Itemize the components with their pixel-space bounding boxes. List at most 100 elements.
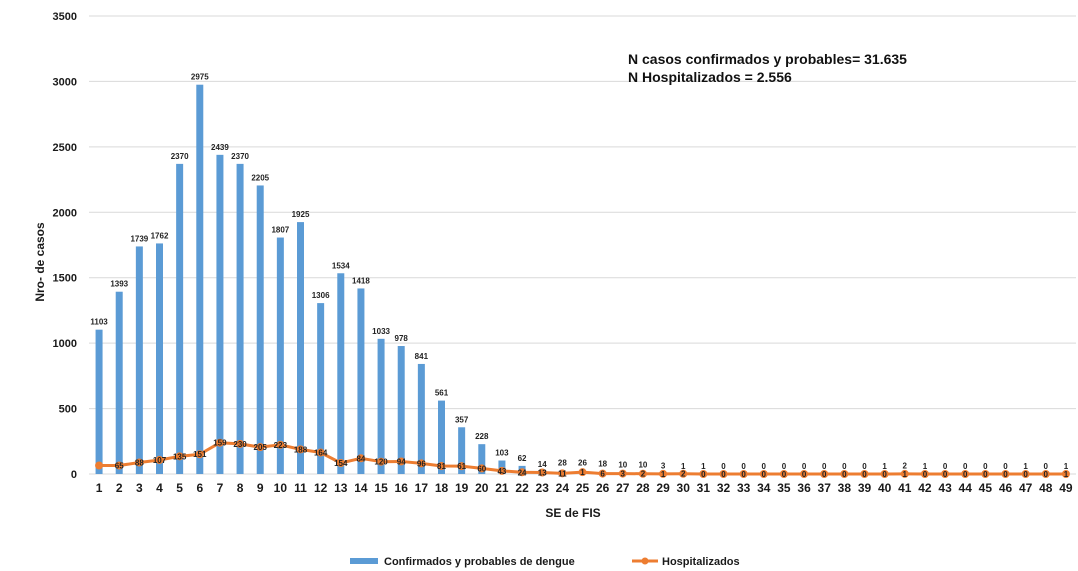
bar-value-label: 1 (882, 462, 887, 471)
line-point (115, 461, 124, 470)
line-point (1001, 470, 1010, 478)
line-point (840, 470, 849, 478)
bar-value-label: 1 (701, 462, 706, 471)
x-tick-label: 41 (898, 481, 912, 495)
line-value-label: 0 (822, 470, 827, 479)
bar-value-label: 1 (681, 462, 686, 471)
line-point (356, 454, 365, 463)
line-value-label: 88 (135, 458, 144, 467)
line-point (1021, 470, 1030, 478)
bar-value-label: 0 (741, 462, 746, 471)
x-tick-label: 39 (858, 481, 872, 495)
line-value-label: 159 (213, 439, 227, 448)
x-tick-label: 32 (717, 481, 731, 495)
x-tick-label: 26 (596, 481, 610, 495)
bar-value-label: 228 (475, 432, 489, 441)
line-point (961, 470, 970, 478)
bar-value-label: 2439 (211, 143, 229, 152)
legend: Confirmados y probables de dengue Hospit… (350, 556, 740, 568)
x-tick-label: 19 (455, 481, 469, 495)
line-value-label: 0 (1023, 470, 1028, 479)
bar-value-label: 1418 (352, 276, 370, 285)
annotation-total-cases: N casos confirmados y probables= 31.635 (628, 51, 907, 67)
line-point (558, 469, 567, 478)
x-tick-label: 36 (797, 481, 811, 495)
line-point (155, 455, 164, 464)
y-tick-label: 3500 (53, 11, 77, 23)
bar (317, 303, 325, 474)
line-value-label: 1 (661, 470, 666, 479)
line-point (477, 464, 486, 473)
line-point (417, 459, 426, 468)
line-value-label: 11 (558, 469, 567, 478)
x-axis-ticks: 1 2 3 4 5 6 7 8 9 10 11 12 13 14 15 16 17 18 19 20 21 22 23 24 2… (96, 481, 1073, 495)
line-point (518, 468, 527, 477)
bar-value-label: 0 (802, 462, 807, 471)
line-point (135, 458, 144, 467)
x-tick-label: 30 (677, 481, 691, 495)
line-point (880, 470, 889, 478)
bar (156, 243, 163, 474)
y-tick-label: 1000 (53, 338, 77, 350)
bar-value-label: 2205 (251, 173, 269, 182)
x-tick-label: 8 (237, 481, 244, 495)
x-tick-label: 29 (656, 481, 670, 495)
x-tick-label: 31 (697, 481, 711, 495)
bar (256, 185, 264, 474)
bar-value-label: 0 (822, 462, 827, 471)
x-tick-label: 23 (536, 481, 550, 495)
line-point (719, 470, 728, 478)
line-point (397, 457, 406, 466)
line-point (900, 469, 909, 478)
line-point (296, 445, 305, 454)
bar-value-label: 0 (782, 462, 787, 471)
line-value-label: 0 (741, 470, 746, 479)
line-point (638, 469, 647, 478)
line-value-label: 151 (193, 450, 207, 459)
bar-value-label: 2370 (171, 152, 189, 161)
line-point (860, 470, 869, 478)
bar (95, 329, 103, 474)
bar-value-label: 0 (862, 462, 867, 471)
line-point (195, 450, 204, 459)
bar-value-label: 2370 (231, 152, 249, 161)
bar (458, 427, 466, 474)
x-tick-label: 45 (979, 481, 993, 495)
line-value-label: 0 (762, 470, 767, 479)
bar (357, 288, 365, 474)
line-value-label: 120 (374, 458, 388, 467)
bar-value-label: 0 (1003, 462, 1008, 471)
bar-value-label: 978 (395, 334, 409, 343)
line-value-label: 135 (173, 452, 187, 461)
bar-value-label: 0 (1044, 462, 1049, 471)
x-tick-label: 15 (374, 481, 388, 495)
bar (297, 222, 304, 474)
line-value-label: 60 (477, 464, 486, 473)
line-point (276, 440, 285, 449)
y-tick-label: 3000 (53, 76, 77, 88)
line-point (437, 462, 446, 471)
bar-value-label: 0 (943, 462, 948, 471)
line-value-label: 0 (943, 470, 948, 479)
line-point (215, 438, 224, 447)
line-point (759, 470, 768, 478)
y-tick-label: 500 (59, 404, 77, 416)
legend-bar-label: Confirmados y probables de dengue (384, 556, 575, 568)
line-point (618, 469, 627, 478)
x-tick-label: 5 (176, 481, 183, 495)
bar-value-label: 103 (495, 449, 509, 458)
line-point (598, 469, 607, 478)
bar (276, 237, 284, 474)
bar-value-label: 1534 (332, 261, 350, 270)
line-value-label: 3 (621, 470, 626, 479)
line-value-label: 0 (882, 470, 887, 479)
line-value-label: 61 (457, 462, 466, 471)
bar-value-label: 1925 (292, 210, 310, 219)
bar-value-label: 561 (435, 389, 449, 398)
bar-value-label: 2975 (191, 73, 209, 82)
y-tick-label: 2500 (53, 142, 77, 154)
line-value-label: 188 (294, 445, 308, 454)
line-value-label: 81 (437, 462, 446, 471)
legend-line-label: Hospitalizados (662, 556, 740, 568)
